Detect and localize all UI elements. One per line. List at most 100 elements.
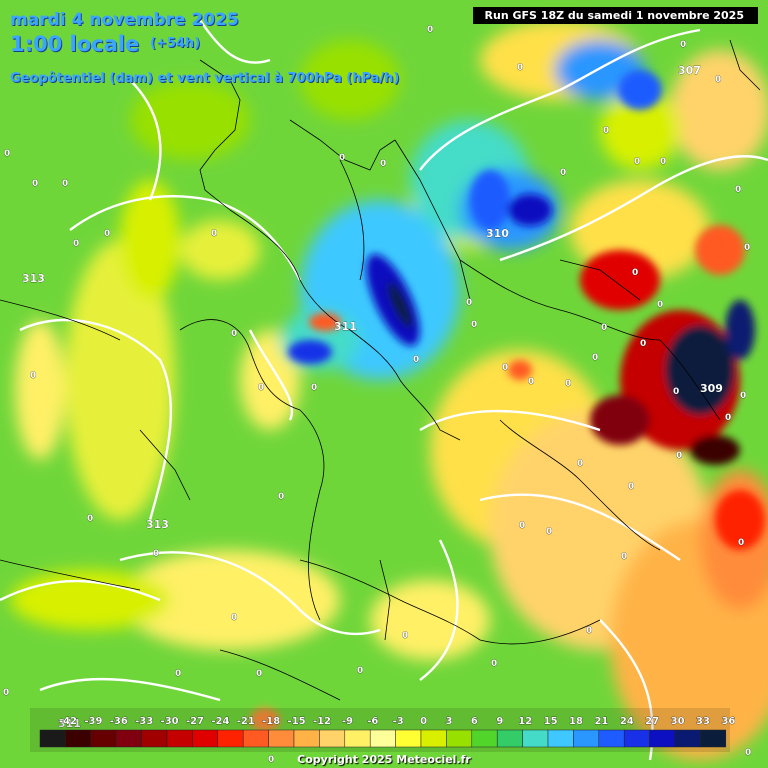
zero-wind-label: 0 — [256, 669, 262, 679]
zero-wind-label: 0 — [634, 157, 640, 167]
legend-level-label: -42 — [59, 716, 77, 727]
zero-wind-label: 0 — [517, 63, 523, 73]
legend-swatch — [242, 729, 269, 748]
zero-wind-label: 0 — [745, 748, 751, 758]
zero-wind-label: 0 — [546, 527, 552, 537]
zero-wind-label: 0 — [660, 157, 666, 167]
legend-swatch — [649, 729, 676, 748]
legend-level-label: 12 — [518, 716, 532, 727]
geopotential-label: 310 — [486, 227, 509, 240]
legend-level-label: -39 — [84, 716, 102, 727]
geopotential-label: 311 — [58, 717, 81, 730]
zero-wind-label: 0 — [577, 459, 583, 469]
zero-wind-label: 0 — [744, 243, 750, 253]
zero-wind-label: 0 — [3, 688, 9, 698]
legend-swatch — [115, 729, 142, 748]
zero-wind-label: 0 — [740, 391, 746, 401]
legend-swatch — [471, 729, 498, 748]
forecast-lead: (+54h) — [150, 36, 201, 51]
legend-swatch — [395, 729, 422, 748]
legend-level-label: -24 — [211, 716, 229, 727]
zero-wind-label: 0 — [519, 521, 525, 531]
zero-wind-label: 0 — [621, 552, 627, 562]
zero-wind-label: 0 — [592, 353, 598, 363]
zero-wind-label: 0 — [32, 179, 38, 189]
zero-wind-label: 0 — [725, 413, 731, 423]
zero-wind-label: 0 — [4, 149, 10, 159]
legend-swatch — [700, 729, 727, 748]
legend-swatch — [496, 729, 523, 748]
zero-wind-label: 0 — [175, 669, 181, 679]
geopotential-labels: 313 311 310 309 307 313 311 — [22, 64, 723, 730]
legend-level-label: -27 — [186, 716, 204, 727]
zero-wind-label: 0 — [565, 379, 571, 389]
zero-wind-label: 0 — [402, 631, 408, 641]
geopotential-label: 311 — [334, 320, 357, 333]
forecast-date: mardi 4 novembre 2025 — [10, 10, 239, 30]
zero-wind-label: 0 — [427, 25, 433, 35]
legend-level-label: -3 — [393, 716, 404, 727]
zero-wind-label: 0 — [502, 363, 508, 373]
legend-level-label: -12 — [313, 716, 331, 727]
legend-swatch — [369, 729, 396, 748]
zero-wind-label: 0 — [231, 329, 237, 339]
legend-swatch — [65, 729, 92, 748]
zero-wind-label: 0 — [268, 755, 274, 765]
legend-level-label: -36 — [110, 716, 128, 727]
legend-swatch — [192, 729, 219, 748]
zero-wind-label: 0 — [311, 383, 317, 393]
geopotential-label: 309 — [700, 382, 723, 395]
zero-wind-label: 0 — [466, 298, 472, 308]
legend-level-label: -18 — [262, 716, 280, 727]
zero-wind-label: 0 — [491, 659, 497, 669]
legend-swatch — [141, 729, 168, 748]
zero-wind-label: 0 — [413, 355, 419, 365]
zero-wind-label: 0 — [586, 626, 592, 636]
legend-level-label: 36 — [721, 716, 735, 727]
legend-level-label: -21 — [237, 716, 255, 727]
coastlines-borders — [0, 39, 761, 701]
legend-swatch — [420, 729, 447, 748]
legend-swatch — [90, 729, 117, 748]
legend-swatch — [319, 729, 346, 748]
zero-wind-label: 0 — [528, 377, 534, 387]
legend-swatch — [446, 729, 473, 748]
legend-level-label: 6 — [471, 716, 478, 727]
legend-level-label: 3 — [446, 716, 453, 727]
zero-wind-label: 0 — [715, 75, 721, 85]
zero-wind-label: 0 — [87, 514, 93, 524]
zero-wind-label: 0 — [30, 371, 36, 381]
legend-level-label: 0 — [420, 716, 427, 727]
legend-level-label: 15 — [544, 716, 558, 727]
legend-level-label: -15 — [288, 716, 306, 727]
geopotential-label: 313 — [146, 518, 169, 531]
zero-wind-label: 0 — [471, 320, 477, 330]
legend-swatch — [268, 729, 295, 748]
zero-wind-label: 0 — [211, 229, 217, 239]
zero-wind-label: 0 — [339, 153, 345, 163]
color-legend: -42 -39 -36 -33 -30 -27 -24 -21 -18 -15 -12 -9 -6 -3 0… — [30, 708, 736, 752]
zero-labels: 0 0 0 0 0 0 0 0 0 0 0 0 0 0 0 0 0 0 0 0 … — [3, 25, 752, 766]
legend-level-label: 21 — [594, 716, 608, 727]
legend-level-label: -9 — [342, 716, 353, 727]
geopotential-label: 313 — [22, 272, 45, 285]
forecast-time: 1:00 locale — [10, 32, 140, 56]
zero-wind-label: 0 — [628, 482, 634, 492]
zero-wind-label: 0 — [73, 239, 79, 249]
zero-wind-label: 0 — [380, 159, 386, 169]
zero-wind-label: 0 — [603, 126, 609, 136]
legend-swatch — [293, 729, 320, 748]
legend-swatch — [217, 729, 244, 748]
geopotential-label: 307 — [678, 64, 701, 77]
geopotential-contours — [0, 19, 768, 761]
zero-wind-label: 0 — [231, 613, 237, 623]
legend-swatch — [674, 729, 701, 748]
legend-swatch — [166, 729, 193, 748]
legend-swatch — [623, 729, 650, 748]
zero-wind-label: 0 — [104, 229, 110, 239]
legend-level-label: 27 — [645, 716, 659, 727]
zero-wind-label: 0 — [601, 323, 607, 333]
zero-wind-label: 0 — [735, 185, 741, 195]
zero-wind-label: 0 — [153, 549, 159, 559]
